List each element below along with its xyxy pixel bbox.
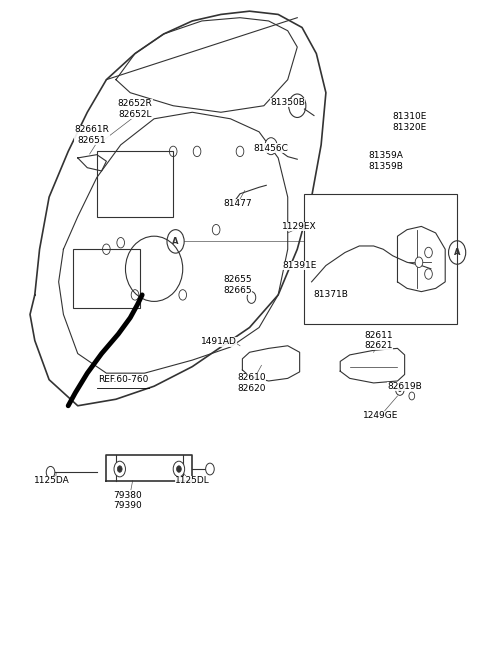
Text: 81350B: 81350B bbox=[270, 98, 305, 107]
Text: 1129EX: 1129EX bbox=[282, 222, 317, 231]
Text: A: A bbox=[454, 248, 460, 257]
Text: 1125DA: 1125DA bbox=[34, 476, 70, 485]
Text: 81371B: 81371B bbox=[313, 290, 348, 299]
Text: 82652R
82652L: 82652R 82652L bbox=[118, 100, 152, 119]
Bar bbox=[304, 194, 457, 324]
Text: 81391E: 81391E bbox=[282, 261, 317, 270]
Text: 81456C: 81456C bbox=[253, 143, 288, 153]
Circle shape bbox=[114, 461, 125, 477]
Text: 1125DL: 1125DL bbox=[175, 476, 210, 485]
Text: 1491AD: 1491AD bbox=[201, 337, 237, 346]
Text: 1249GE: 1249GE bbox=[363, 411, 398, 420]
Bar bbox=[73, 250, 140, 308]
Text: 82619B: 82619B bbox=[387, 382, 422, 390]
Text: 82661R
82651: 82661R 82651 bbox=[74, 125, 109, 145]
Text: REF.60-760: REF.60-760 bbox=[98, 375, 148, 384]
Circle shape bbox=[415, 257, 423, 267]
Text: 81359A
81359B: 81359A 81359B bbox=[368, 151, 403, 171]
Circle shape bbox=[398, 387, 402, 392]
Text: 81477: 81477 bbox=[223, 199, 252, 208]
Text: 82655
82665: 82655 82665 bbox=[223, 275, 252, 295]
Circle shape bbox=[425, 248, 432, 257]
Circle shape bbox=[425, 269, 432, 279]
Circle shape bbox=[205, 463, 214, 475]
Bar bbox=[97, 151, 173, 217]
Text: 82611
82621: 82611 82621 bbox=[364, 331, 393, 350]
Circle shape bbox=[46, 466, 55, 478]
Text: A: A bbox=[172, 237, 179, 246]
Circle shape bbox=[396, 384, 404, 396]
Circle shape bbox=[177, 466, 181, 472]
Circle shape bbox=[173, 461, 185, 477]
Circle shape bbox=[117, 466, 122, 472]
Circle shape bbox=[288, 94, 306, 117]
Text: 81310E
81320E: 81310E 81320E bbox=[392, 113, 427, 132]
Text: 82610
82620: 82610 82620 bbox=[238, 373, 266, 392]
Circle shape bbox=[247, 291, 256, 303]
Circle shape bbox=[265, 138, 277, 155]
Text: 79380
79390: 79380 79390 bbox=[113, 491, 142, 510]
